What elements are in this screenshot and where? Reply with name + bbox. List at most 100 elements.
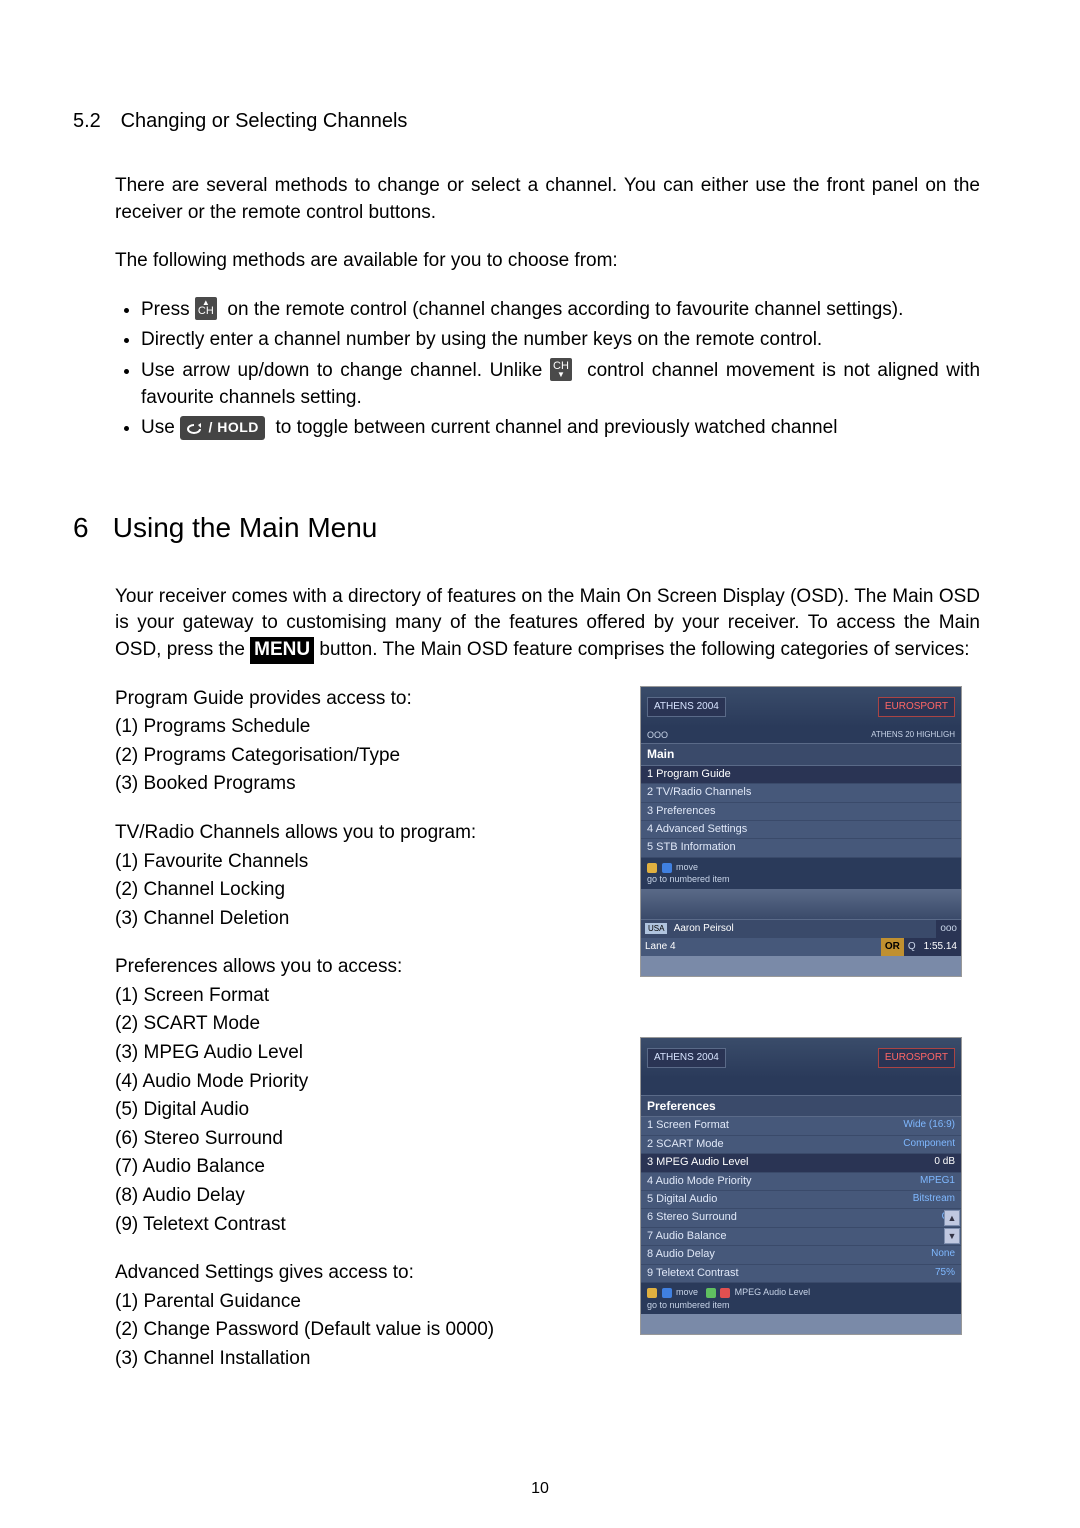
group-lead: Program Guide provides access to: — [115, 686, 610, 713]
group-item: (4) Audio Mode Priority — [115, 1069, 610, 1096]
group-item: (2) Change Password (Default value is 00… — [115, 1317, 610, 1344]
row-key: 4 Audio Mode Priority — [647, 1174, 752, 1189]
shot-bottom — [641, 1314, 961, 1334]
menu-title: Preferences — [641, 1095, 961, 1118]
menu-row[interactable]: 1 Screen Format Wide (16:9) — [641, 1117, 961, 1135]
row-value: Component — [903, 1137, 955, 1152]
flag-icon: USA — [645, 923, 667, 934]
group-item: (1) Parental Guidance — [115, 1289, 610, 1316]
menu-chip: MENU — [250, 637, 314, 664]
group-item: (2) Programs Categorisation/Type — [115, 743, 610, 770]
section-number: 5.2 — [73, 110, 115, 133]
lane-label: Lane 4 — [641, 938, 881, 956]
hint-pill-icon — [662, 863, 672, 873]
section-title: Changing or Selecting Channels — [121, 110, 408, 132]
group-item: (2) SCART Mode — [115, 1011, 610, 1038]
group-item: (5) Digital Audio — [115, 1097, 610, 1124]
ch-down-icon: CH▼ — [550, 358, 572, 381]
logo-right: EUROSPORT — [878, 697, 955, 717]
group-item: (2) Channel Locking — [115, 877, 610, 904]
shot-header: ATHENS 2004 EUROSPORT — [641, 1038, 961, 1078]
info-strip: USA Aaron Peirsol ooo — [641, 919, 961, 938]
hint-text: move — [676, 862, 698, 872]
group-lead: Preferences allows you to access: — [115, 954, 610, 981]
menu-row[interactable]: 1 Program Guide — [641, 766, 961, 784]
menu-row[interactable]: 4 Audio Mode Priority MPEG1 — [641, 1173, 961, 1191]
group-item: (7) Audio Balance — [115, 1154, 610, 1181]
group-item: (3) MPEG Audio Level — [115, 1040, 610, 1067]
paragraph: The following methods are available for … — [115, 248, 980, 275]
row-key: 9 Teletext Contrast — [647, 1266, 739, 1281]
text: Use — [141, 417, 175, 438]
page-number: 10 — [0, 1480, 1080, 1498]
ch-up-icon: ▲CH — [195, 297, 217, 320]
row-key: 3 MPEG Audio Level — [647, 1155, 749, 1170]
hint-pill-icon — [706, 1288, 716, 1298]
paragraph: Your receiver comes with a directory of … — [115, 584, 980, 664]
q-tag: Q — [904, 938, 920, 956]
menu-row[interactable]: 9 Teletext Contrast75% — [641, 1265, 961, 1283]
row-key: 7 Audio Balance — [647, 1229, 727, 1244]
menu-row[interactable]: 7 Audio Balance0 — [641, 1228, 961, 1246]
hold-button-icon: / HOLD — [180, 416, 265, 440]
list-item: Use arrow up/down to change channel. Unl… — [141, 358, 980, 411]
sub-bar — [641, 1078, 961, 1095]
menu-row[interactable]: 5 STB Information — [641, 839, 961, 857]
hint-bar: move MPEG Audio Level go to numbered ite… — [641, 1283, 961, 1314]
menu-row[interactable]: 5 Digital AudioBitstream — [641, 1191, 961, 1209]
text: to toggle between current channel and pr… — [275, 417, 837, 438]
shot-header: ATHENS 2004 EUROSPORT — [641, 687, 961, 727]
group-item: (1) Screen Format — [115, 983, 610, 1010]
right-column: ATHENS 2004 EUROSPORT OOO ATHENS 20 HIGH… — [640, 686, 980, 1336]
record-tag: OR — [881, 938, 904, 956]
row-value: None — [931, 1247, 955, 1262]
section-6-heading: 6 Using the Main Menu — [73, 512, 980, 544]
menu-title: Main — [641, 743, 961, 766]
side-label: ATHENS 20 HIGHLIGH — [871, 729, 955, 740]
list-item: Directly enter a channel number by using… — [141, 327, 980, 354]
scroll-up-icon[interactable]: ▲ — [944, 1210, 960, 1226]
menu-row[interactable]: 2 TV/Radio Channels — [641, 784, 961, 802]
hint-pill-icon — [647, 1288, 657, 1298]
hint-pill-icon — [647, 863, 657, 873]
hint-pill-icon — [662, 1288, 672, 1298]
list-item: Press ▲CH on the remote control (channel… — [141, 297, 980, 324]
group-lead: TV/Radio Channels allows you to program: — [115, 820, 610, 847]
osd-screenshot-preferences: ATHENS 2004 EUROSPORT Preferences 1 Scre… — [640, 1037, 962, 1335]
icon-label: / HOLD — [208, 419, 258, 435]
menu-row[interactable]: 8 Audio DelayNone — [641, 1246, 961, 1264]
scroll-indicator: ▲ ▼ — [945, 1210, 959, 1244]
menu-list: 1 Screen Format Wide (16:9) 2 SCART ModeCo… — [641, 1117, 961, 1283]
section-5-2-heading: 5.2 Changing or Selecting Channels — [73, 110, 980, 133]
row-value: Wide (16:9) — [903, 1118, 955, 1133]
menu-row[interactable]: 3 Preferences — [641, 803, 961, 821]
paragraph: There are several methods to change or s… — [115, 173, 980, 226]
row-key: 1 Screen Format — [647, 1118, 729, 1133]
logo-left: ATHENS 2004 — [647, 697, 726, 717]
text: Press — [141, 299, 190, 320]
menu-list: 1 Program Guide 2 TV/Radio Channels 3 Pr… — [641, 766, 961, 858]
list-item: Use / HOLD to toggle between current cha… — [141, 415, 980, 442]
section-5-2-body: There are several methods to change or s… — [115, 173, 980, 275]
text: Use arrow up/down to change channel. Unl… — [141, 360, 542, 381]
menu-row[interactable]: 4 Advanced Settings — [641, 821, 961, 839]
menu-row[interactable]: 2 SCART ModeComponent — [641, 1136, 961, 1154]
row-value: Bitstream — [913, 1192, 955, 1207]
rings-small-icon: ooo — [936, 920, 961, 938]
logo-left: ATHENS 2004 — [647, 1048, 726, 1068]
group-item: (3) Booked Programs — [115, 771, 610, 798]
row-value: MPEG1 — [920, 1174, 955, 1189]
hint-text: MPEG Audio Level — [735, 1287, 811, 1297]
menu-row[interactable]: 6 Stereo SurroundOn — [641, 1209, 961, 1227]
hint-text: go to numbered item — [647, 1300, 730, 1310]
group-item: (6) Stereo Surround — [115, 1126, 610, 1153]
scroll-down-icon[interactable]: ▼ — [944, 1228, 960, 1244]
icon-label: CH — [198, 305, 214, 317]
logo-right: EUROSPORT — [878, 1048, 955, 1068]
text: on the remote control (channel changes a… — [227, 299, 903, 320]
sub-bar: OOO ATHENS 20 HIGHLIGH — [641, 727, 961, 744]
athlete-name: USA Aaron Peirsol — [641, 920, 936, 938]
menu-row[interactable]: 3 MPEG Audio Level0 dB — [641, 1154, 961, 1172]
section-6-body: Your receiver comes with a directory of … — [115, 584, 980, 1395]
group-tv-radio: TV/Radio Channels allows you to program:… — [115, 820, 610, 932]
